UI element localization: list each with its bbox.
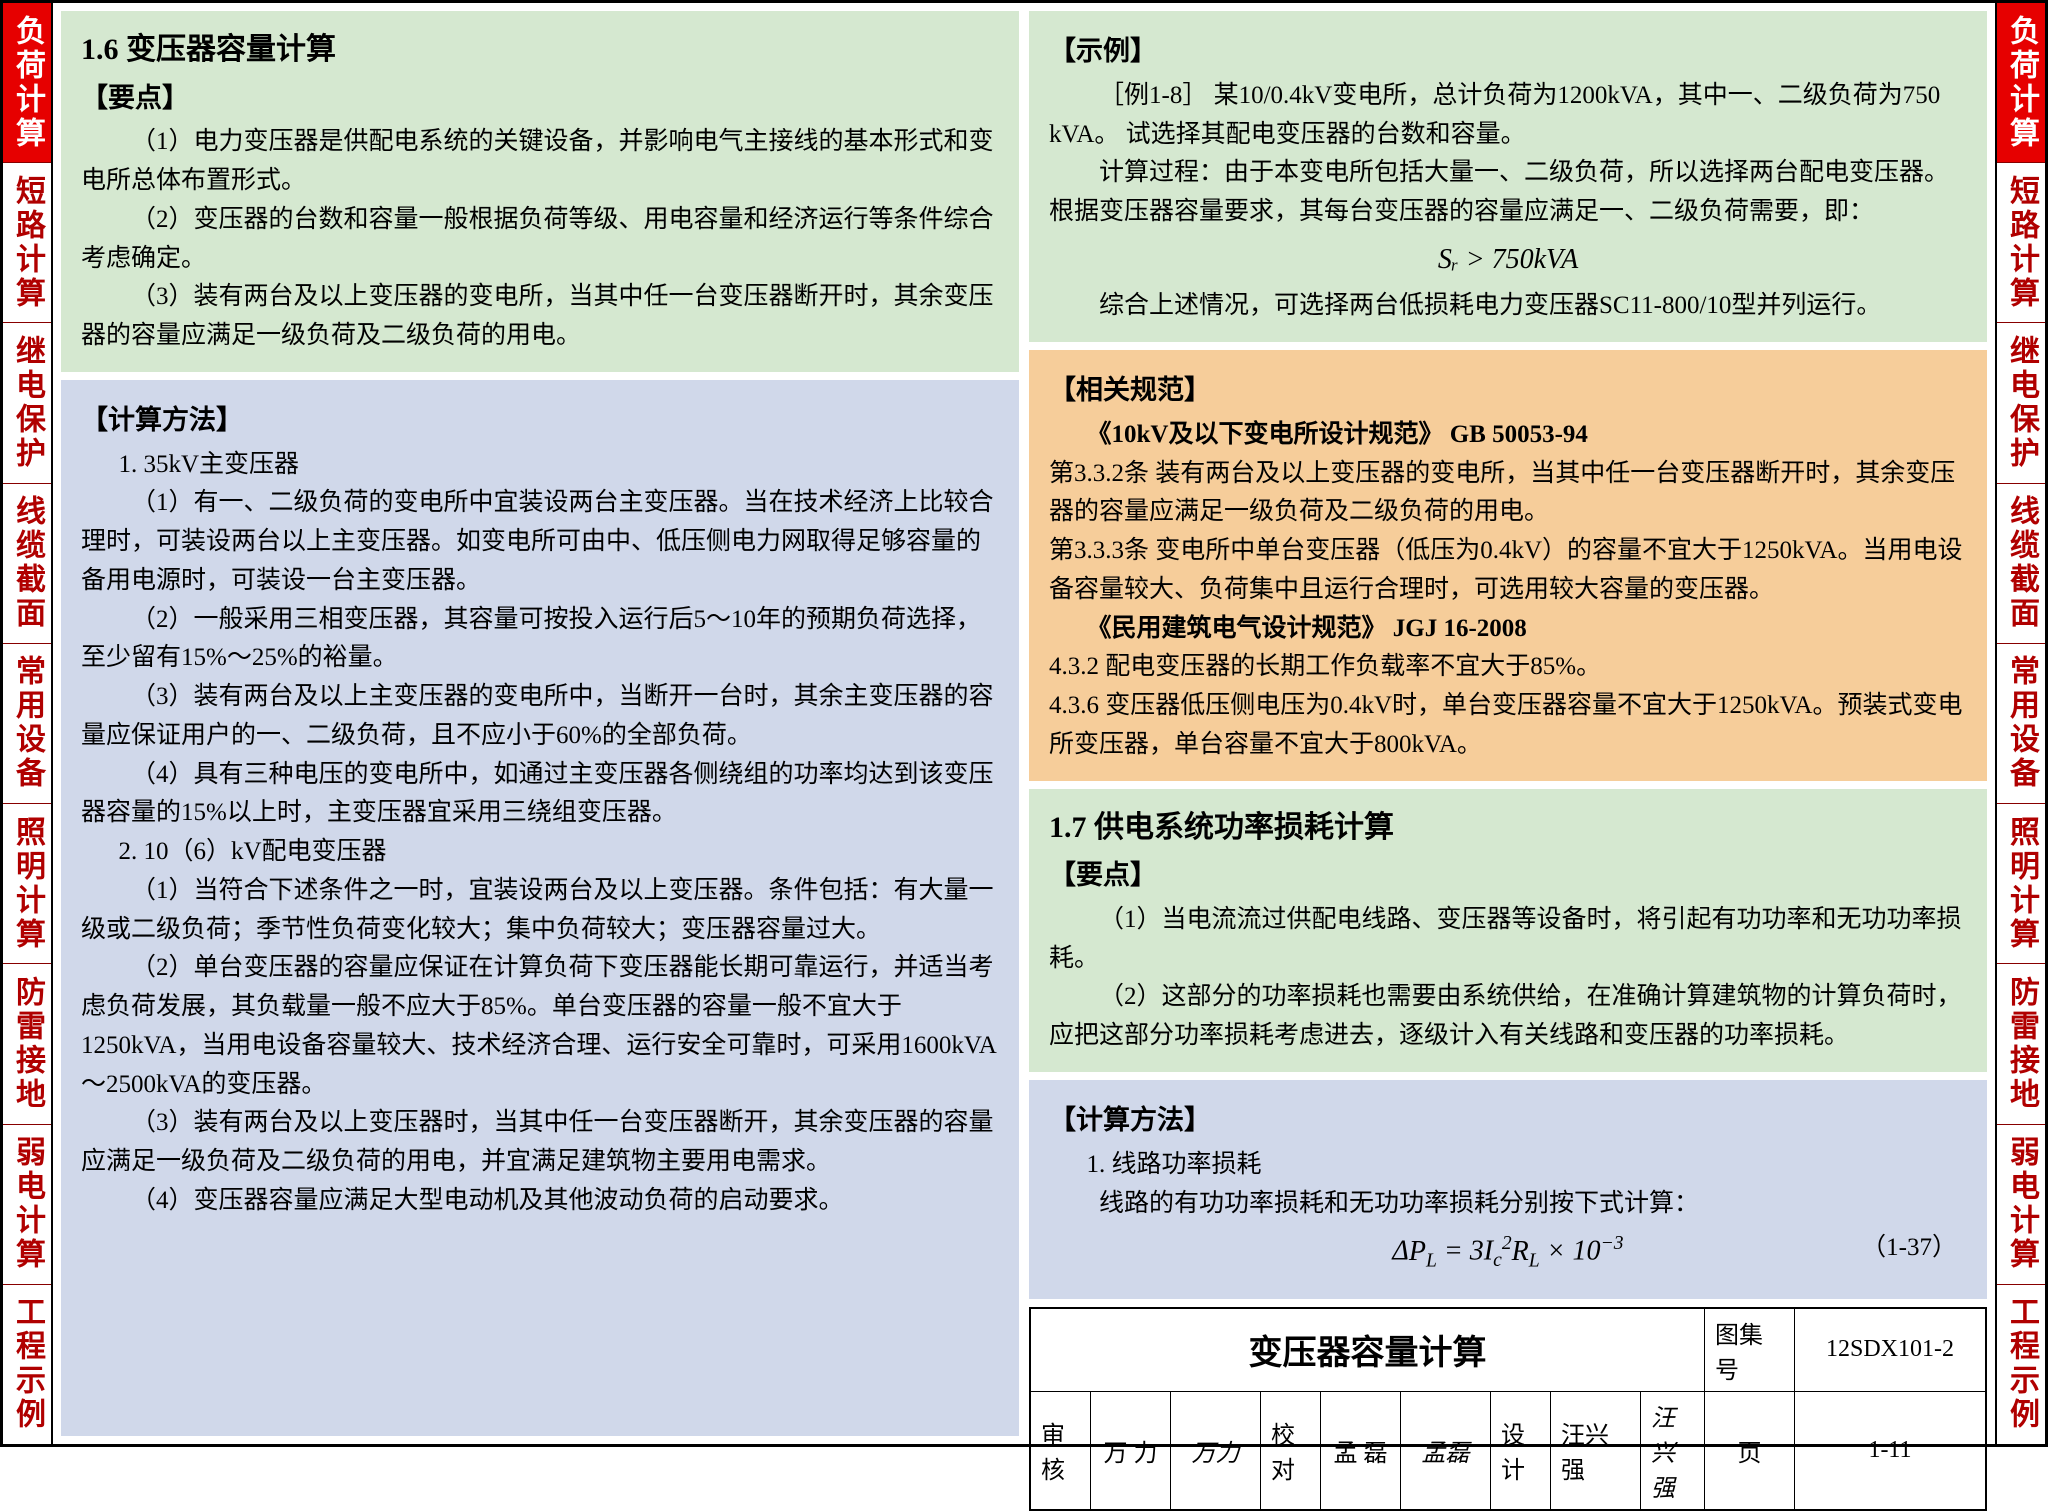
sheji-name: 汪兴强	[1551, 1392, 1641, 1509]
tab-r-load-calc[interactable]: 负荷计算	[1997, 3, 2045, 163]
cm-p4: （4）具有三种电压的变电所中，如通过主变压器各侧绕组的功率均达到该变压器容量的1…	[81, 756, 999, 834]
box-example: 【示例】 ［例1-8］ 某10/0.4kV变电所，总计负荷为1200kVA，其中…	[1029, 11, 1987, 342]
box-1-7-keypoints: 1.7 供电系统功率损耗计算 【要点】 （1）当电流流过供配电线路、变压器等设备…	[1029, 789, 1987, 1072]
tab-lighting-calc[interactable]: 照明计算	[3, 804, 51, 964]
kp-p3: （3）装有两台及以上变压器的变电所，当其中任一台变压器断开时，其余变压器的容量应…	[81, 278, 999, 356]
side-tabs-right: 负荷计算 短路计算 继电保护 线缆截面 常用设备 照明计算 防雷接地 弱电计算 …	[1995, 3, 2045, 1444]
keypoints2-heading: 【要点】	[1049, 855, 1967, 897]
box-calc-method-2: 【计算方法】 1. 线路功率损耗 线路的有功功率损耗和无功功率损耗分别按下式计算…	[1029, 1080, 1987, 1299]
tuji-value: 12SDX101-2	[1795, 1309, 1985, 1391]
tab-r-weak-elec[interactable]: 弱电计算	[1997, 1125, 2045, 1285]
std-p1: 第3.3.2条 装有两台及以上变压器的变电所，当其中任一台变压器断开时，其余变压…	[1049, 455, 1967, 533]
std-p2: 第3.3.3条 变电所中单台变压器（低压为0.4kV）的容量不宜大于1250kV…	[1049, 532, 1967, 610]
std-h1: 《10kV及以下变电所设计规范》 GB 50053-94	[1049, 416, 1967, 455]
sheji-label: 设计	[1491, 1392, 1551, 1509]
keypoints-heading: 【要点】	[81, 78, 999, 120]
tab-r-cable-section[interactable]: 线缆截面	[1997, 484, 2045, 644]
cm2-formula: ΔPL = 3Ic2RL × 10−3 （1-37）	[1049, 1229, 1967, 1276]
calc-method2-heading: 【计算方法】	[1049, 1100, 1967, 1142]
tab-load-calc[interactable]: 负荷计算	[3, 3, 51, 163]
box-calc-method: 【计算方法】 1. 35kV主变压器 （1）有一、二级负荷的变电所中宜装设两台主…	[61, 380, 1019, 1436]
right-column: 【示例】 ［例1-8］ 某10/0.4kV变电所，总计负荷为1200kVA，其中…	[1029, 11, 1987, 1436]
jiaodui-sig: 孟磊	[1401, 1392, 1491, 1509]
cm-p5: （1）当符合下述条件之一时，宜装设两台及以上变压器。条件包括：有大量一级或二级负…	[81, 872, 999, 950]
cm2-p1: 线路的有功功率损耗和无功功率损耗分别按下式计算：	[1049, 1185, 1967, 1224]
footer-title-block: 变压器容量计算 图集号 12SDX101-2 审核 万 力 万力 校对 孟 磊 …	[1029, 1307, 1987, 1511]
kp2-p2: （2）这部分的功率损耗也需要由系统供给，在准确计算建筑物的计算负荷时，应把这部分…	[1049, 978, 1967, 1056]
tab-r-project-example[interactable]: 工程示例	[1997, 1285, 2045, 1444]
tab-short-circuit[interactable]: 短路计算	[3, 163, 51, 323]
section-1-6-title: 1.6 变压器容量计算	[81, 27, 999, 74]
cm2-h1: 1. 线路功率损耗	[1049, 1146, 1967, 1185]
tuji-label: 图集号	[1705, 1309, 1795, 1391]
ex-p1: ［例1-8］ 某10/0.4kV变电所，总计负荷为1200kVA，其中一、二级负…	[1049, 77, 1967, 155]
kp-p1: （1）电力变压器是供配电系统的关键设备，并影响电气主接线的基本形式和变电所总体布…	[81, 123, 999, 201]
eq-number: （1-37）	[1861, 1229, 1957, 1268]
std-h2: 《民用建筑电气设计规范》 JGJ 16-2008	[1049, 610, 1967, 649]
std-p3: 4.3.2 配电变压器的长期工作负载率不宜大于85%。	[1049, 648, 1967, 687]
page-label: 页	[1705, 1392, 1795, 1509]
formula-text: Sᵣ > 750kVA	[1438, 244, 1578, 275]
cm-p6: （2）单台变压器的容量应保证在计算负荷下变压器能长期可靠运行，并适当考虑负荷发展…	[81, 949, 999, 1104]
sheji-sig: 汪兴强	[1641, 1392, 1705, 1509]
cm-p2: （2）一般采用三相变压器，其容量可按投入运行后5～10年的预期负荷选择，至少留有…	[81, 601, 999, 679]
cm-p8: （4）变压器容量应满足大型电动机及其他波动负荷的启动要求。	[81, 1182, 999, 1221]
ex-formula: Sᵣ > 750kVA	[1049, 238, 1967, 281]
left-column: 1.6 变压器容量计算 【要点】 （1）电力变压器是供配电系统的关键设备，并影响…	[61, 11, 1019, 1436]
box-related-standards: 【相关规范】 《10kV及以下变电所设计规范》 GB 50053-94 第3.3…	[1029, 350, 1987, 781]
footer-title: 变压器容量计算	[1031, 1309, 1705, 1391]
tab-r-short-circuit[interactable]: 短路计算	[1997, 163, 2045, 323]
cm-h2: 2. 10（6）kV配电变压器	[81, 833, 999, 872]
example-heading: 【示例】	[1049, 31, 1967, 73]
tab-weak-elec[interactable]: 弱电计算	[3, 1125, 51, 1285]
ex-p2: 计算过程：由于本变电所包括大量一、二级负荷，所以选择两台配电变压器。根据变压器容…	[1049, 154, 1967, 232]
std-heading: 【相关规范】	[1049, 370, 1967, 412]
tab-r-common-equip[interactable]: 常用设备	[1997, 644, 2045, 804]
cm-p1: （1）有一、二级负荷的变电所中宜装设两台主变压器。当在技术经济上比较合理时，可装…	[81, 484, 999, 600]
tab-lightning-ground[interactable]: 防雷接地	[3, 964, 51, 1124]
tab-common-equip[interactable]: 常用设备	[3, 644, 51, 804]
box-1-6-keypoints: 1.6 变压器容量计算 【要点】 （1）电力变压器是供配电系统的关键设备，并影响…	[61, 11, 1019, 372]
shenhe-label: 审核	[1031, 1392, 1091, 1509]
cm-p7: （3）装有两台及以上变压器时，当其中任一台变压器断开，其余变压器的容量应满足一级…	[81, 1104, 999, 1182]
ex-p3: 综合上述情况，可选择两台低损耗电力变压器SC11-800/10型并列运行。	[1049, 287, 1967, 326]
kp2-p1: （1）当电流流过供配电线路、变压器等设备时，将引起有功功率和无功功率损耗。	[1049, 901, 1967, 979]
tab-relay-protect[interactable]: 继电保护	[3, 323, 51, 483]
side-tabs-left: 负荷计算 短路计算 继电保护 线缆截面 常用设备 照明计算 防雷接地 弱电计算 …	[3, 3, 53, 1444]
cm-h1: 1. 35kV主变压器	[81, 446, 999, 485]
tab-r-lighting-calc[interactable]: 照明计算	[1997, 804, 2045, 964]
shenhe-name: 万 力	[1091, 1392, 1171, 1509]
calc-method-heading: 【计算方法】	[81, 400, 999, 442]
jiaodui-label: 校对	[1261, 1392, 1321, 1509]
kp-p2: （2）变压器的台数和容量一般根据负荷等级、用电容量和经济运行等条件综合考虑确定。	[81, 201, 999, 279]
tab-r-lightning-ground[interactable]: 防雷接地	[1997, 964, 2045, 1124]
content-area: 1.6 变压器容量计算 【要点】 （1）电力变压器是供配电系统的关键设备，并影响…	[53, 3, 1995, 1444]
std-p4: 4.3.6 变压器低压侧电压为0.4kV时，单台变压器容量不宜大于1250kVA…	[1049, 687, 1967, 765]
page-value: 1-11	[1795, 1392, 1985, 1509]
tab-r-relay-protect[interactable]: 继电保护	[1997, 323, 2045, 483]
jiaodui-name: 孟 磊	[1321, 1392, 1401, 1509]
section-1-7-title: 1.7 供电系统功率损耗计算	[1049, 805, 1967, 852]
tab-project-example[interactable]: 工程示例	[3, 1285, 51, 1444]
shenhe-sig: 万力	[1171, 1392, 1261, 1509]
cm-p3: （3）装有两台及以上主变压器的变电所中，当断开一台时，其余主变压器的容量应保证用…	[81, 678, 999, 756]
page-root: 负荷计算 短路计算 继电保护 线缆截面 常用设备 照明计算 防雷接地 弱电计算 …	[0, 0, 2048, 1447]
tab-cable-section[interactable]: 线缆截面	[3, 484, 51, 644]
